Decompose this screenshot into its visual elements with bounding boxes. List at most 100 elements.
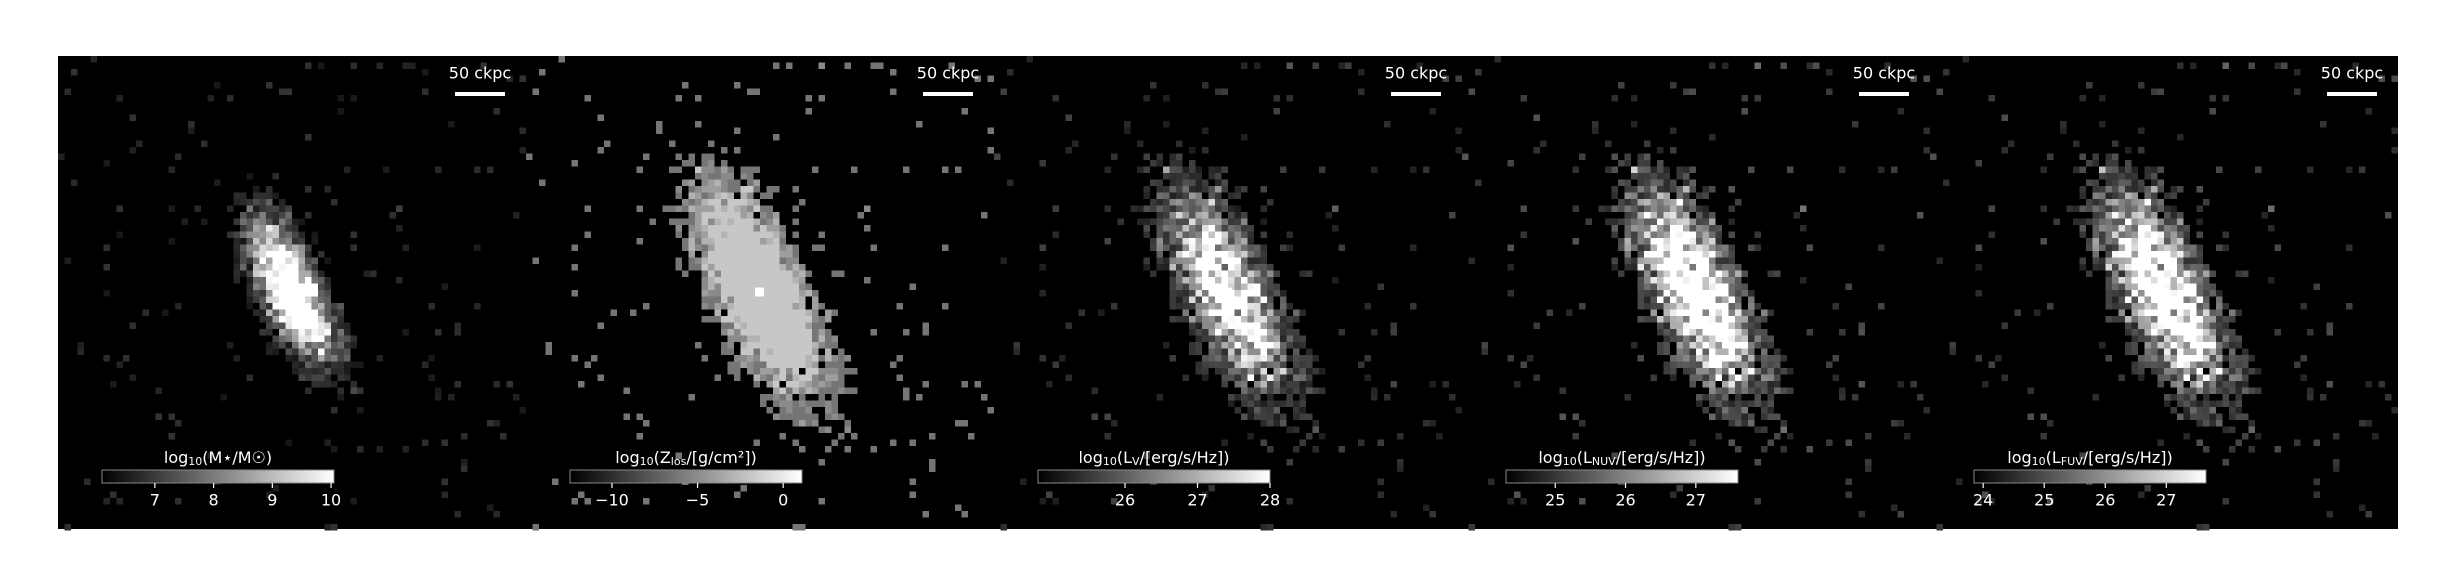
pixel xyxy=(818,244,825,251)
pixel xyxy=(1533,114,1540,121)
pixel xyxy=(1709,283,1716,290)
pixel xyxy=(825,348,832,355)
pixel xyxy=(1286,342,1293,349)
pixel xyxy=(1696,303,1703,310)
pixel xyxy=(266,491,273,498)
pixel xyxy=(396,225,403,232)
pixel xyxy=(298,355,305,362)
pixel xyxy=(259,244,266,251)
pixel xyxy=(337,322,344,329)
pixel xyxy=(2138,316,2145,323)
pixel xyxy=(2086,270,2093,277)
pixel xyxy=(1689,309,1696,316)
pixel xyxy=(805,361,812,368)
pixel xyxy=(682,179,689,186)
pixel xyxy=(929,459,936,466)
pixel xyxy=(2086,160,2093,167)
pixel xyxy=(799,199,806,206)
pixel xyxy=(1221,88,1228,95)
pixel xyxy=(220,394,227,401)
pixel xyxy=(1241,361,1248,368)
pixel xyxy=(1722,277,1729,284)
pixel xyxy=(279,335,286,342)
pixel xyxy=(298,335,305,342)
pixel xyxy=(324,355,331,362)
pixel xyxy=(792,420,799,427)
pixel xyxy=(701,173,708,180)
pixel xyxy=(1189,199,1196,206)
pixel xyxy=(1663,264,1670,271)
pixel xyxy=(740,251,747,258)
pixel xyxy=(350,244,357,251)
pixel xyxy=(1689,251,1696,258)
pixel xyxy=(1306,355,1313,362)
pixel xyxy=(805,322,812,329)
pixel xyxy=(753,322,760,329)
pixel xyxy=(1065,114,1072,121)
pixel xyxy=(2177,303,2184,310)
pixel xyxy=(1637,173,1644,180)
pixel xyxy=(799,355,806,362)
pixel xyxy=(2138,212,2145,219)
pixel xyxy=(1741,400,1748,407)
pixel xyxy=(812,303,819,310)
pixel xyxy=(285,316,292,323)
pixel xyxy=(136,140,143,147)
pixel xyxy=(298,309,305,316)
pixel xyxy=(1163,205,1170,212)
pixel xyxy=(1293,368,1300,375)
pixel xyxy=(2118,303,2125,310)
pixel xyxy=(1176,277,1183,284)
pixel xyxy=(1780,446,1787,453)
pixel xyxy=(792,218,799,225)
pixel xyxy=(708,277,715,284)
pixel xyxy=(1683,283,1690,290)
pixel xyxy=(1728,218,1735,225)
pixel xyxy=(2183,342,2190,349)
pixel xyxy=(233,244,240,251)
pixel xyxy=(2138,218,2145,225)
pixel xyxy=(1397,459,1404,466)
pixel xyxy=(721,277,728,284)
pixel xyxy=(259,212,266,219)
pixel xyxy=(1182,257,1189,264)
pixel xyxy=(1234,283,1241,290)
pixel xyxy=(1215,316,1222,323)
pixel xyxy=(838,387,845,394)
pixel xyxy=(1657,329,1664,336)
pixel xyxy=(1267,264,1274,271)
pixel xyxy=(266,257,273,264)
pixel xyxy=(2209,413,2216,420)
pixel xyxy=(708,186,715,193)
pixel xyxy=(727,296,734,303)
pixel xyxy=(2170,381,2177,388)
pixel xyxy=(1156,205,1163,212)
label-part: (L xyxy=(1117,448,1132,467)
pixel xyxy=(1670,296,1677,303)
pixel xyxy=(1624,212,1631,219)
pixel xyxy=(2086,238,2093,245)
pixel xyxy=(2190,342,2197,349)
pixel xyxy=(2131,192,2138,199)
pixel xyxy=(708,283,715,290)
pixel xyxy=(1195,342,1202,349)
colorbar xyxy=(1973,469,2207,484)
pixel xyxy=(721,322,728,329)
pixel xyxy=(2229,400,2236,407)
pixel xyxy=(1637,264,1644,271)
pixel xyxy=(1670,316,1677,323)
pixel xyxy=(604,140,611,147)
pixel xyxy=(1241,342,1248,349)
pixel xyxy=(188,127,195,134)
pixel xyxy=(259,270,266,277)
pixel xyxy=(285,342,292,349)
pixel xyxy=(2170,290,2177,297)
pixel xyxy=(2164,283,2171,290)
pixel xyxy=(747,225,754,232)
pixel xyxy=(519,407,526,414)
pixel xyxy=(259,251,266,258)
pixel xyxy=(1715,348,1722,355)
pixel xyxy=(1169,205,1176,212)
pixel xyxy=(747,231,754,238)
pixel xyxy=(1280,329,1287,336)
